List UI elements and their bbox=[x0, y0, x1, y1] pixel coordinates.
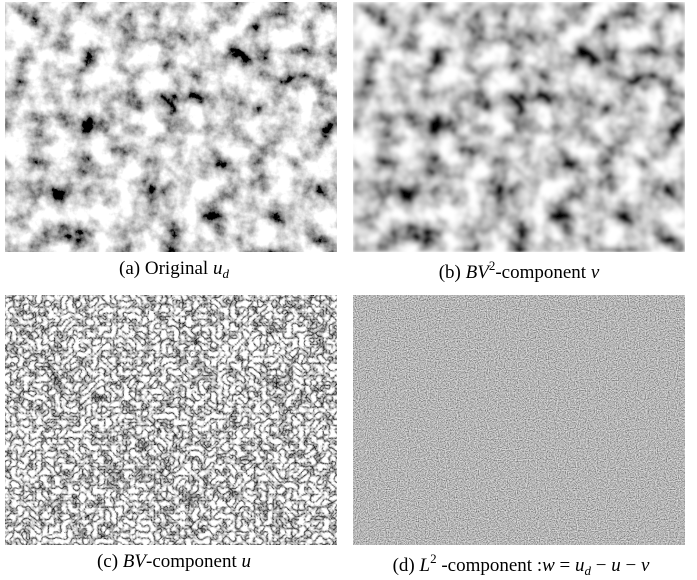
image-bv2 bbox=[353, 2, 685, 252]
caption-run: L bbox=[420, 555, 431, 576]
figure: (a) Original ud (b) BV2-component v (c) … bbox=[0, 0, 697, 580]
caption-run: − bbox=[621, 555, 641, 576]
caption-run: (a) bbox=[119, 258, 145, 279]
texture bbox=[353, 295, 685, 545]
image-original bbox=[5, 2, 337, 252]
caption-run: -component bbox=[495, 262, 591, 283]
caption: (c) BV-component u bbox=[0, 551, 348, 573]
caption: (b) BV2-component v bbox=[345, 258, 693, 284]
texture bbox=[353, 2, 685, 252]
image-l2 bbox=[353, 295, 685, 545]
caption: (d) L2 -component :w = ud − u − v bbox=[345, 551, 697, 579]
caption: (a) Original ud bbox=[0, 258, 348, 282]
caption-run: Original bbox=[145, 258, 213, 279]
caption-run: (c) bbox=[97, 551, 123, 572]
caption-run: u bbox=[242, 551, 252, 572]
texture bbox=[5, 295, 337, 545]
caption-run: -component bbox=[146, 551, 242, 572]
caption-run: v bbox=[641, 555, 649, 576]
caption-run: BV bbox=[466, 262, 489, 283]
caption-run: u bbox=[611, 555, 621, 576]
caption-run: (b) bbox=[439, 262, 466, 283]
caption-run: w bbox=[542, 555, 555, 576]
caption-run: BV bbox=[123, 551, 146, 572]
caption-run: (d) bbox=[393, 555, 420, 576]
caption-run: v bbox=[591, 262, 599, 283]
caption-run: -component : bbox=[437, 555, 543, 576]
caption-run: d bbox=[222, 266, 229, 281]
caption-run: u bbox=[575, 555, 585, 576]
image-bv bbox=[5, 295, 337, 545]
caption-run: = bbox=[555, 555, 575, 576]
caption-run: − bbox=[591, 555, 611, 576]
texture bbox=[5, 2, 337, 252]
